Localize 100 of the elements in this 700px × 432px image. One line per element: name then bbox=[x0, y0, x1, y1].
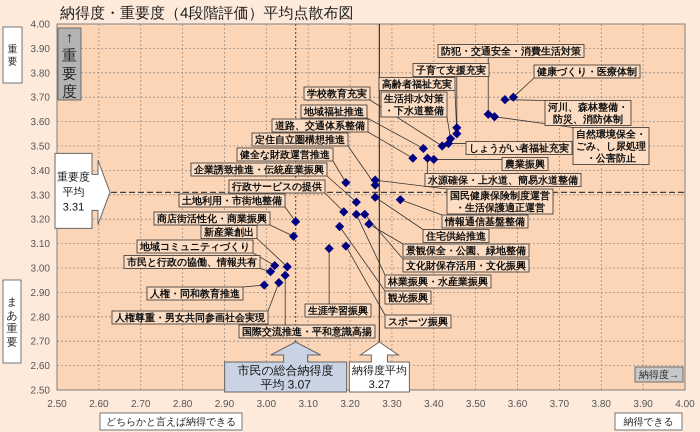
annotation: ↑重要度 bbox=[62, 29, 77, 100]
annotation: スポーツ振興 bbox=[388, 316, 448, 328]
point bbox=[260, 280, 269, 290]
annotation: 健康づくり・医療体制 bbox=[536, 66, 637, 78]
y-tick-label: 2.50 bbox=[30, 386, 50, 396]
y-tick-label: 3.70 bbox=[30, 92, 50, 104]
annotation: 水源確保・上水道、簡易水道整備 bbox=[427, 174, 578, 187]
x-tick-label: 3.60 bbox=[508, 399, 528, 410]
point bbox=[335, 222, 344, 232]
text: 重要 bbox=[8, 44, 18, 68]
x-tick-label: 4.00 bbox=[675, 399, 696, 410]
point bbox=[282, 262, 292, 272]
annotation: 新産業創出 bbox=[203, 226, 254, 239]
annotation: 情報通信基盤整備 bbox=[444, 216, 525, 228]
annotation: 企業誘致推進・伝統産業振興 bbox=[193, 164, 324, 176]
x-tick-label: 3.50 bbox=[466, 399, 486, 410]
annotation: 土地利用・市街地整備 bbox=[181, 195, 282, 208]
point bbox=[422, 154, 432, 163]
y-tick-label: 2.60 bbox=[30, 361, 50, 372]
annotation: 国民健康保険制度運営・生活保護適正運営 bbox=[450, 190, 550, 214]
point bbox=[352, 210, 361, 219]
y-tick-label: 3.20 bbox=[30, 214, 50, 226]
annotation: 生涯学習振興 bbox=[307, 305, 368, 318]
point bbox=[438, 141, 447, 151]
point bbox=[341, 178, 350, 188]
point bbox=[408, 154, 418, 163]
ref-line-label: 市民の総合納得度平均 3.07 bbox=[238, 363, 334, 392]
annotation: 商店街活性化・商業振興 bbox=[156, 213, 267, 226]
annotation: 林業振興・水産業振興 bbox=[387, 276, 488, 288]
point bbox=[364, 219, 374, 229]
y-tick-label: 3.50 bbox=[30, 142, 50, 152]
annotation: 人権・同和教育推進 bbox=[149, 288, 241, 300]
y-tick-label: 3.40 bbox=[30, 166, 50, 177]
point bbox=[370, 192, 380, 202]
annotation: 観光振興 bbox=[387, 292, 428, 304]
y-tick-label: 3.10 bbox=[30, 239, 50, 250]
y-tick-label: 3.30 bbox=[30, 190, 50, 202]
x-tick-label: 2.60 bbox=[89, 399, 110, 410]
text: まあ重要 bbox=[6, 296, 18, 348]
y-tick-label: 3.90 bbox=[30, 44, 50, 55]
annotation: 行政サービスの提供 bbox=[231, 181, 322, 194]
annotation: 国際交流推進・平和意識高揚 bbox=[242, 326, 372, 338]
annotation: 納得度→ bbox=[639, 369, 679, 382]
annotation: 地域福祉推進 bbox=[303, 106, 365, 118]
annotation: 河川、森林整備・防災、消防体制 bbox=[547, 102, 628, 126]
point bbox=[288, 232, 298, 241]
y-tick-label: 4.00 bbox=[30, 20, 50, 30]
annotation: 住宅供給推進 bbox=[425, 230, 487, 243]
point bbox=[274, 278, 284, 288]
x-tick-label: 3.40 bbox=[424, 399, 444, 410]
point bbox=[396, 195, 405, 204]
x-tick-label: 2.90 bbox=[214, 399, 235, 410]
x-tick-label: 3.80 bbox=[592, 399, 612, 410]
point bbox=[484, 110, 493, 119]
annotation: しょうがい者福祉充実 bbox=[469, 142, 569, 155]
annotation: 子育て支援充実 bbox=[415, 64, 486, 77]
point bbox=[500, 95, 510, 104]
point bbox=[291, 217, 300, 226]
x-tick-label: 3.00 bbox=[256, 399, 276, 410]
annotation: 道路、交通体系整備 bbox=[274, 120, 365, 132]
annotation: 生活排水対策・下水道整備 bbox=[383, 93, 445, 118]
point bbox=[339, 207, 348, 216]
point bbox=[324, 244, 334, 254]
x-tick-label: 2.80 bbox=[172, 399, 193, 410]
point bbox=[352, 198, 361, 207]
ref-line-label: 納得度平均3.27 bbox=[352, 364, 407, 391]
annotation: 学校教育充実 bbox=[307, 88, 367, 100]
annotation: 農業振興 bbox=[504, 158, 545, 171]
y-tick-label: 2.90 bbox=[30, 288, 50, 299]
point bbox=[418, 144, 428, 154]
point bbox=[360, 210, 370, 219]
y-tick-label: 2.70 bbox=[30, 336, 50, 348]
annotation: 定住自立圏構想推進 bbox=[254, 134, 346, 146]
x-tick-label: 3.30 bbox=[382, 399, 402, 410]
x-tick-label: 3.10 bbox=[298, 399, 318, 410]
annotation: 防犯・交通安全・消費生活対策 bbox=[441, 46, 582, 58]
ref-line-label: 重要度平均3.31 bbox=[57, 170, 90, 214]
point bbox=[341, 241, 350, 251]
point bbox=[444, 138, 454, 148]
point bbox=[266, 267, 276, 276]
x-tick-label: 3.90 bbox=[633, 399, 654, 410]
x-tick-label: 3.70 bbox=[550, 399, 570, 410]
x-tick-label: 2.50 bbox=[47, 399, 68, 410]
annotation: 地域コミュニティづくり bbox=[139, 241, 250, 254]
y-tick-label: 3.80 bbox=[30, 68, 50, 80]
annotation: 自然環境保全・ごみ、し尿処理・公害防止 bbox=[576, 128, 646, 165]
annotation: 文化財保存活用・文化振興 bbox=[405, 260, 526, 272]
annotation: 健全な財政運営推進 bbox=[239, 149, 331, 162]
y-tick-label: 3.60 bbox=[30, 117, 50, 128]
annotation: 人権尊重・男女共同参画社会実現 bbox=[114, 312, 266, 324]
annotation: 景観保全・公園、緑地整備 bbox=[405, 245, 526, 258]
y-tick-label: 2.80 bbox=[30, 312, 50, 324]
text: 納得できる bbox=[624, 416, 674, 428]
point bbox=[490, 112, 500, 122]
annotation: 市民と行政の協働、情報共有 bbox=[126, 256, 257, 269]
x-tick-label: 2.70 bbox=[131, 399, 151, 410]
text: どちらかと言えば納得できる bbox=[106, 416, 236, 428]
point bbox=[280, 270, 290, 280]
annotation: 高齢者福祉充実 bbox=[382, 78, 452, 91]
point bbox=[508, 92, 518, 102]
